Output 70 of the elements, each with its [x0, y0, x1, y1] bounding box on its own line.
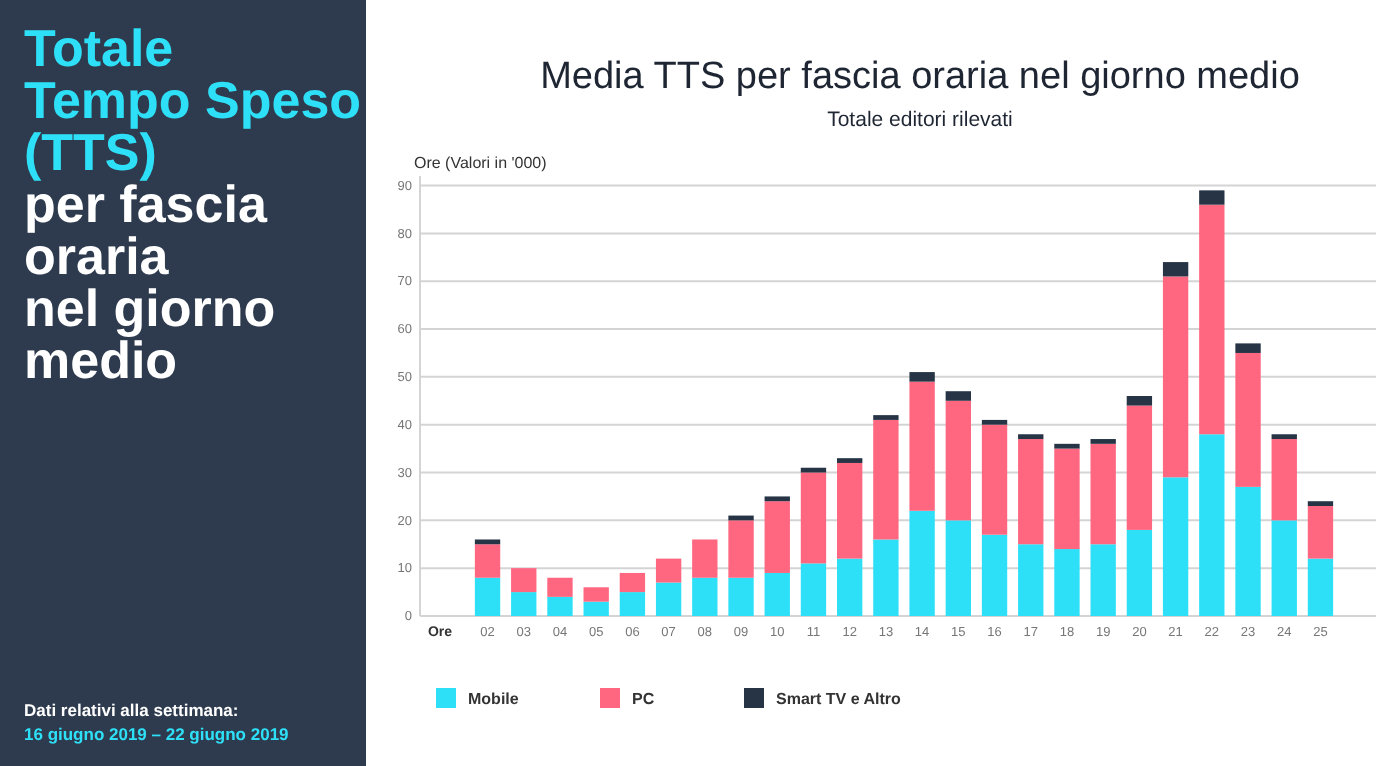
bar	[1126, 405, 1153, 530]
bar	[692, 539, 718, 578]
bar	[1271, 439, 1297, 521]
bar	[1162, 477, 1189, 616]
bar	[945, 520, 971, 616]
bar	[1126, 396, 1153, 406]
bar	[1235, 343, 1261, 353]
bar	[1162, 262, 1189, 277]
bar	[837, 462, 863, 559]
bar	[511, 568, 537, 593]
bar	[474, 539, 501, 545]
bar	[1271, 434, 1297, 440]
bar	[1054, 549, 1080, 616]
text: Dati relativi alla settimana:	[24, 700, 239, 720]
bar	[1054, 443, 1080, 449]
bar	[1090, 544, 1116, 616]
bar	[728, 520, 754, 578]
bar	[800, 563, 827, 616]
bar	[1199, 204, 1225, 435]
bar	[1018, 439, 1044, 545]
bar	[655, 582, 682, 616]
bar	[764, 572, 790, 616]
y-axis-title: Ore (Valori in '000)	[414, 154, 548, 172]
text: 16 giugno 2019 – 22 giugno 2019	[24, 724, 290, 744]
bar	[692, 577, 718, 616]
chart-title: Media TTS per fascia oraria nel giorno medio	[540, 56, 1300, 98]
bar	[547, 596, 573, 616]
text: Totale Tempo Speso (TTS)	[24, 18, 362, 182]
bar	[1199, 190, 1225, 205]
bar	[1126, 529, 1153, 616]
bar	[474, 544, 501, 578]
bar	[619, 572, 646, 593]
bar	[764, 496, 790, 502]
bar	[800, 467, 827, 473]
bar	[873, 419, 899, 540]
bar	[655, 558, 682, 583]
legend-label: Mobile	[468, 690, 520, 708]
bar	[1018, 434, 1044, 440]
bar	[981, 534, 1008, 616]
bar	[1235, 352, 1261, 487]
bar	[764, 501, 790, 573]
bar	[909, 372, 935, 382]
chart-subtitle: Totale editori rilevati	[827, 108, 1013, 132]
legend-label: Smart TV e Altro	[776, 690, 901, 708]
bar	[945, 391, 971, 401]
bar	[728, 577, 754, 616]
bar	[837, 558, 863, 616]
bar	[1054, 448, 1080, 550]
bar	[619, 592, 646, 616]
bar	[474, 577, 501, 616]
bar	[909, 381, 935, 511]
bar	[511, 592, 537, 616]
bar	[1162, 276, 1189, 478]
bar	[1235, 486, 1261, 616]
bar	[1018, 544, 1044, 616]
bar	[945, 400, 971, 521]
bar	[1307, 558, 1334, 616]
bar	[1271, 520, 1297, 616]
legend-label: PC	[632, 690, 655, 708]
bar	[1090, 443, 1116, 545]
bar	[981, 424, 1008, 535]
bar	[1307, 506, 1334, 559]
bar	[583, 601, 609, 616]
bar	[547, 577, 573, 597]
bar	[981, 419, 1008, 425]
bar	[1199, 434, 1225, 616]
bar	[583, 587, 609, 602]
bar	[800, 472, 827, 564]
bar	[909, 510, 935, 616]
bar	[873, 539, 899, 616]
